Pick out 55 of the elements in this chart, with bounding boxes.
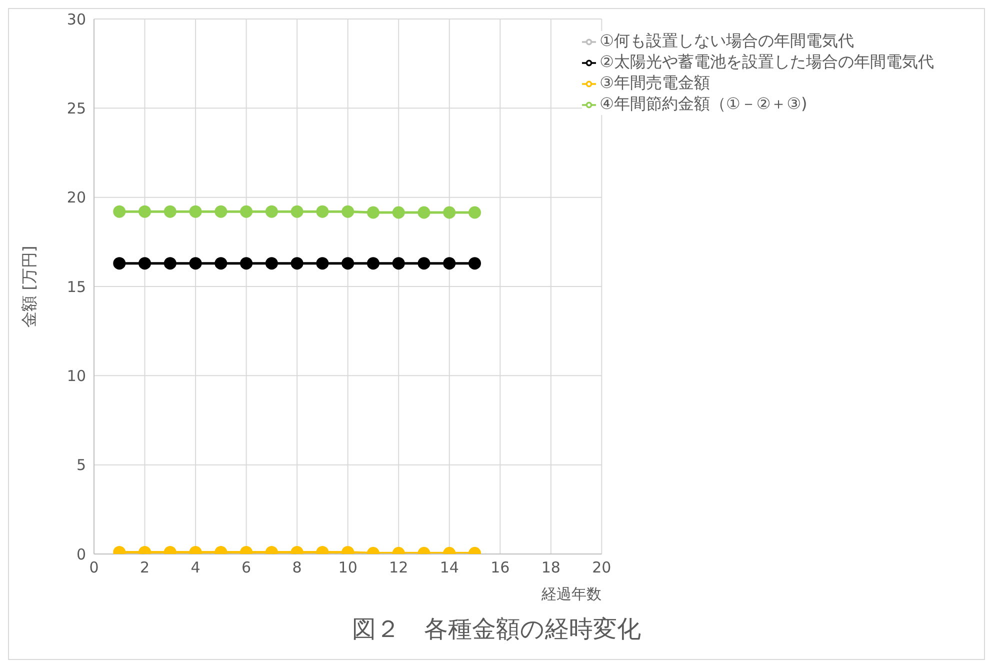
y-tick-label: 25 xyxy=(66,99,86,118)
x-tick-label: 20 xyxy=(592,558,612,577)
point xyxy=(290,205,304,218)
y-tick-label: 10 xyxy=(66,366,86,385)
x-tick-label: 18 xyxy=(541,558,560,577)
point xyxy=(113,257,126,270)
point xyxy=(290,257,304,270)
point xyxy=(392,206,405,219)
x-tick-label: 14 xyxy=(440,558,459,577)
point xyxy=(189,257,202,270)
point xyxy=(265,257,278,270)
y-axis-title: 金額 [万円] xyxy=(20,246,39,328)
point xyxy=(113,205,126,218)
point xyxy=(443,206,456,219)
point xyxy=(214,205,228,218)
y-tick-label: 15 xyxy=(66,278,86,296)
point xyxy=(164,257,176,270)
point xyxy=(468,206,481,219)
point xyxy=(138,257,152,270)
legend-label: ④年間節約金額（①－②＋③) xyxy=(600,94,808,113)
point xyxy=(443,257,456,270)
legend-label: ①何も設置しない場合の年間電気代 xyxy=(600,31,854,50)
x-axis-title: 経過年数 xyxy=(540,585,602,603)
point xyxy=(392,257,405,270)
text: 図２ 各種金額の経時変化 xyxy=(351,614,642,645)
legend-label: ③年間売電金額 xyxy=(600,73,710,92)
x-tick-label: 8 xyxy=(292,558,302,577)
legend-label: ②太陽光や蓄電池を設置した場合の年間電気代 xyxy=(600,52,934,71)
point xyxy=(418,257,430,270)
point xyxy=(138,205,152,218)
point xyxy=(468,257,481,270)
point xyxy=(164,205,176,218)
x-tick-label: 0 xyxy=(89,558,99,577)
point xyxy=(240,205,253,218)
point xyxy=(342,257,354,270)
point xyxy=(342,205,354,218)
point xyxy=(366,257,380,270)
point xyxy=(265,205,278,218)
x-tick-label: 2 xyxy=(140,558,150,577)
y-tick-label: 5 xyxy=(76,456,86,474)
point xyxy=(366,206,380,219)
y-tick-label: 20 xyxy=(66,188,86,207)
point xyxy=(418,206,430,219)
x-tick-label: 6 xyxy=(242,558,252,577)
y-tick-label: 0 xyxy=(76,545,86,564)
x-tick-label: 10 xyxy=(338,558,358,577)
point xyxy=(189,205,202,218)
point xyxy=(214,257,228,270)
x-tick-label: 16 xyxy=(490,558,510,577)
point xyxy=(316,205,329,218)
point xyxy=(240,257,253,270)
x-tick-label: 12 xyxy=(389,558,408,577)
point xyxy=(316,257,329,270)
y-tick-label: 30 xyxy=(66,10,86,28)
x-tick-label: 4 xyxy=(190,558,200,577)
